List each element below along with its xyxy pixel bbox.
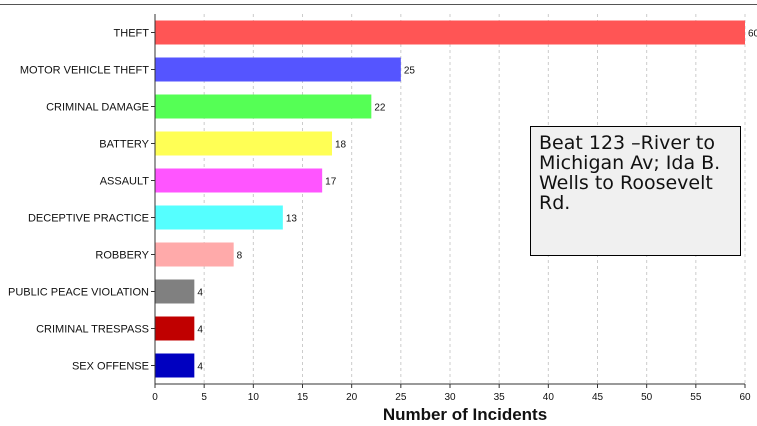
bar (155, 316, 195, 341)
x-tick-label: 5 (201, 392, 207, 403)
bar (155, 57, 401, 82)
x-tick-label: 0 (152, 392, 158, 403)
category-label: CRIMINAL DAMAGE (46, 102, 149, 114)
category-label: THEFT (114, 28, 150, 40)
value-label: 60 (748, 29, 757, 40)
bar (155, 279, 195, 304)
x-tick-label: 55 (690, 392, 702, 403)
x-tick-label: 40 (543, 392, 555, 403)
value-label: 13 (286, 214, 298, 225)
value-label: 17 (325, 177, 337, 188)
bar (155, 242, 234, 267)
x-tick-label: 50 (641, 392, 653, 403)
value-label: 18 (335, 140, 347, 151)
bar (155, 20, 745, 45)
value-label: 22 (374, 103, 386, 114)
category-label: DECEPTIVE PRACTICE (28, 213, 149, 225)
bars: THEFT 60 MOTOR VEHICLE THEFT 25 CRIMINAL DAM… (8, 20, 757, 378)
x-tick-label: 45 (592, 392, 604, 403)
x-tick-label: 35 (494, 392, 506, 403)
x-axis-title: Number of Incidents (383, 405, 547, 424)
category-label: PUBLIC PEACE VIOLATION (8, 287, 149, 299)
beat-annotation-box: Beat 123 –River to Michigan Av; Ida B. W… (530, 126, 741, 256)
value-label: 25 (404, 66, 416, 77)
bar (155, 205, 283, 230)
bar (155, 94, 372, 119)
category-label: ROBBERY (95, 250, 149, 262)
x-tick-label: 20 (346, 392, 358, 403)
category-label: SEX OFFENSE (72, 361, 149, 373)
x-tick-label: 15 (297, 392, 309, 403)
category-label: ASSAULT (100, 176, 150, 188)
value-label: 8 (237, 251, 243, 262)
category-label: CRIMINAL TRESPASS (36, 324, 149, 336)
top-border-line (0, 4, 757, 5)
bar (155, 168, 323, 193)
bar (155, 131, 332, 156)
x-axis-ticks: 0 5 10 15 20 25 30 35 40 45 50 55 60 (152, 384, 751, 403)
x-tick-label: 25 (395, 392, 407, 403)
value-label: 4 (197, 288, 203, 299)
x-tick-label: 30 (444, 392, 456, 403)
category-label: BATTERY (99, 139, 149, 151)
x-tick-label: 10 (248, 392, 260, 403)
x-tick-label: 60 (739, 392, 751, 403)
bar (155, 353, 195, 378)
value-label: 4 (197, 362, 203, 373)
category-label: MOTOR VEHICLE THEFT (20, 65, 149, 77)
value-label: 4 (197, 325, 203, 336)
